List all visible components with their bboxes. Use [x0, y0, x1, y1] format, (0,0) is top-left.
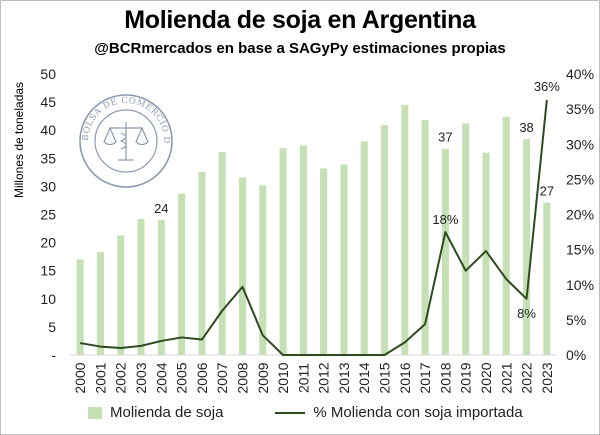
- x-tick-label: 2009: [255, 362, 271, 393]
- data-label: 18%: [432, 212, 458, 227]
- x-tick-label: 2010: [275, 362, 291, 393]
- y-left-tick-label: -: [51, 347, 56, 363]
- x-tick-label: 2022: [519, 362, 535, 393]
- data-label: 8%: [517, 306, 536, 321]
- x-tick-label: 2014: [356, 362, 372, 393]
- data-label: 36%: [534, 79, 560, 94]
- legend-swatch-line: [275, 411, 306, 414]
- bar-molienda: [178, 193, 186, 355]
- bar-molienda: [218, 152, 226, 355]
- x-tick-label: 2005: [174, 362, 190, 393]
- bar-molienda: [157, 220, 165, 355]
- x-tick-label: 2004: [153, 362, 169, 393]
- x-tick-label: 2016: [397, 362, 413, 393]
- bar-molienda: [441, 148, 449, 355]
- x-tick-label: 2001: [92, 362, 108, 393]
- bar-molienda: [117, 235, 125, 355]
- x-tick-label: 2021: [498, 362, 514, 393]
- bar-molienda: [340, 164, 348, 355]
- y-right-tick-label: 30%: [566, 136, 594, 152]
- x-tick-label: 2012: [316, 362, 332, 393]
- y-left-tick-label: 40: [40, 122, 56, 138]
- bar-molienda: [320, 168, 328, 355]
- x-tick-label: 2003: [133, 362, 149, 393]
- x-tick-label: 2018: [437, 362, 453, 393]
- data-label: 24: [154, 201, 168, 216]
- bar-molienda: [502, 116, 510, 355]
- bar-molienda: [523, 139, 531, 355]
- data-label: 38: [519, 120, 533, 135]
- chart-subtitle: @BCRmercados en base a SAGyPy estimacion…: [94, 40, 506, 57]
- x-tick-label: 2013: [336, 362, 352, 393]
- y-right-tick-label: 35%: [566, 101, 594, 117]
- legend-item-porcentaje: % Molienda con soja importada: [275, 404, 523, 421]
- x-tick-label: 2023: [539, 362, 555, 393]
- scales-of-justice-icon: [103, 122, 149, 161]
- left-axis-ticks: - 5 10 15 20 25 30 35 40 45 50: [40, 66, 56, 363]
- y-left-tick-label: 20: [40, 235, 56, 251]
- legend-label-molienda: Molienda de soja: [110, 404, 224, 421]
- bar-molienda: [360, 141, 368, 355]
- line-porcentaje-importada: [79, 99, 548, 356]
- y-left-tick-label: 50: [40, 66, 56, 82]
- legend-swatch-bar: [88, 406, 102, 419]
- bar-molienda: [381, 125, 389, 355]
- y-right-tick-label: 40%: [566, 66, 594, 82]
- legend-item-molienda: Molienda de soja: [88, 404, 223, 421]
- y-right-tick-label: 5%: [566, 312, 586, 328]
- bar-molienda: [279, 148, 287, 355]
- bar-molienda: [198, 171, 206, 355]
- x-tick-label: 2017: [417, 362, 433, 393]
- legend: Molienda de soja % Molienda con soja imp…: [88, 404, 575, 421]
- y-left-tick-label: 45: [40, 94, 56, 110]
- bar-molienda: [299, 145, 307, 355]
- y-left-tick-label: 25: [40, 207, 56, 223]
- x-tick-label: 2007: [214, 362, 230, 393]
- bar-molienda: [543, 202, 551, 355]
- y-left-tick-label: 35: [40, 150, 56, 166]
- chart-title: Molienda de soja en Argentina: [124, 6, 476, 34]
- bar-molienda: [259, 185, 267, 355]
- bar-molienda: [76, 259, 84, 355]
- y-left-tick-label: 15: [40, 263, 56, 279]
- x-tick-label: 2011: [295, 363, 311, 393]
- y-right-tick-label: 10%: [566, 277, 594, 293]
- right-axis-ticks: 0% 5% 10% 15% 20% 25% 30% 35% 40%: [566, 66, 594, 363]
- x-tick-label: 2020: [478, 362, 494, 393]
- y-right-tick-label: 20%: [566, 207, 594, 223]
- x-axis-ticks: 2000 2001 2002 2003 2004 2005 2006 2007 2008 2009…: [72, 362, 555, 393]
- bar-molienda: [137, 218, 145, 355]
- y-right-tick-label: 15%: [566, 242, 594, 258]
- y-left-tick-label: 5: [48, 319, 56, 335]
- x-tick-label: 2019: [458, 362, 474, 393]
- bar-molienda: [482, 152, 490, 355]
- bar-molienda: [462, 123, 470, 356]
- bar-molienda: [401, 104, 409, 355]
- line-series: [79, 99, 548, 356]
- bars-series: [76, 104, 551, 356]
- bar-molienda: [238, 177, 246, 355]
- x-tick-label: 2000: [72, 362, 88, 393]
- y-right-tick-label: 25%: [566, 171, 594, 187]
- x-tick-label: 2008: [234, 362, 250, 393]
- data-label: 37: [438, 130, 452, 145]
- bar-molienda: [421, 120, 429, 355]
- x-tick-label: 2015: [377, 362, 393, 393]
- x-tick-label: 2002: [113, 362, 129, 393]
- legend-label-porcentaje: % Molienda con soja importada: [313, 404, 523, 421]
- y-right-tick-label: 0%: [566, 347, 586, 363]
- y-left-tick-label: 10: [40, 291, 56, 307]
- y-left-tick-label: 30: [40, 178, 56, 194]
- data-labels: 24 37 38 27 18% 8% 36%: [154, 79, 560, 321]
- data-label: 27: [540, 184, 554, 199]
- y-axis-left-label: Millones de toneladas: [12, 82, 26, 198]
- x-tick-label: 2006: [194, 362, 210, 393]
- bar-molienda: [96, 252, 104, 355]
